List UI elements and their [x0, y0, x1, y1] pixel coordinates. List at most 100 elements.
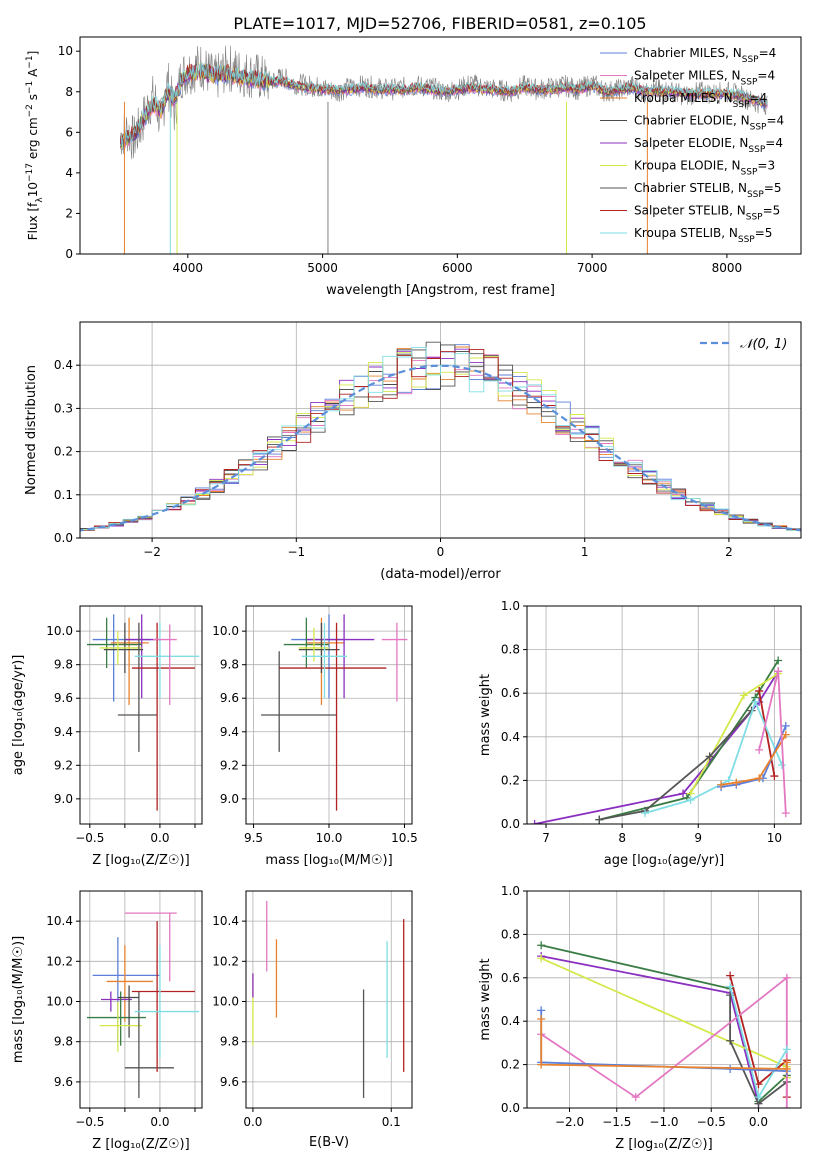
x-tick-label: −0.5: [75, 1115, 104, 1129]
weight-point-marker: [537, 1006, 546, 1015]
legend-label-sub: SSP: [733, 100, 750, 110]
weight-series-line: [729, 995, 788, 1106]
x-tick-label: −1.0: [649, 1115, 678, 1129]
spectrum-panel: 4000 5000 6000 7000 8000 0 2 4 6 8 10 wavelength [A…: [25, 36, 802, 298]
y-axis-label-part: Flux [f: [26, 202, 40, 240]
legend-label-sub: SSP: [741, 168, 758, 178]
y-tick-label: 10.4: [46, 914, 73, 928]
y-axis-label-part: −17: [25, 163, 35, 182]
y-tick-label: 8: [65, 85, 73, 99]
x-tick-label: 10: [767, 831, 782, 845]
x-tick-label: 2: [725, 545, 733, 559]
y-axis-label: Flux [fλ10−17 erg cm−2 s−1 A−1]: [25, 51, 45, 241]
legend-label-sub: SSP: [747, 190, 764, 200]
legend-label: Chabrier ELODIE, NSSP=4: [634, 114, 784, 133]
mass-vs-ebv-panel: 0.0 0.1 9.6 9.8 10.0 10.2 10.4 E(B-V): [212, 890, 413, 1150]
y-axis-label-part: s: [26, 94, 40, 104]
age-vs-mass-plot-area: [246, 606, 412, 824]
y-tick-label: 9.6: [220, 691, 239, 705]
y-tick-label: 0.0: [501, 1101, 520, 1115]
y-tick-label: 1.0: [501, 884, 520, 898]
y-tick-label: 9.4: [220, 725, 239, 739]
legend-label-suffix: =4: [759, 46, 777, 60]
figure-title: PLATE=1017, MJD=52706, FIBERID=0581, z=0…: [233, 14, 646, 33]
y-axis-label-part: A: [26, 68, 40, 81]
x-tick-label: 0.0: [749, 1115, 768, 1129]
y-axis-label-part: −2: [25, 104, 35, 117]
weight-point-marker: [595, 815, 604, 824]
weight-point-marker: [705, 752, 714, 761]
legend-label-suffix: =4: [750, 91, 768, 105]
weight-point-marker: [774, 656, 783, 665]
x-axis-label: wavelength [Angstrom, rest frame]: [326, 283, 555, 298]
x-tick-label: 9.5: [244, 831, 263, 845]
y-tick-label: 9.8: [220, 1035, 239, 1049]
y-tick-label: 0.4: [54, 358, 73, 372]
legend-label-text: Chabrier MILES, N: [634, 46, 742, 60]
residual-histogram-panel: −2 −1 0 1 2 0.0 0.1 0.2 0.3 0.4 (data-model)/error…: [24, 321, 802, 582]
legend-label-text: Salpeter STELIB, N: [634, 204, 746, 218]
weight-point-marker: [755, 774, 764, 783]
age-vs-z-plot-area: [80, 606, 202, 824]
y-axis-label: age [log₁₀(age/yr)]: [11, 655, 26, 776]
legend-label-suffix: =5: [755, 226, 773, 240]
y-tick-label: 0.6: [501, 971, 520, 985]
y-axis-label-part: λ: [35, 197, 45, 203]
x-tick-label: −1: [287, 545, 305, 559]
weight-point-marker: [782, 1045, 791, 1054]
weight-point-marker: [726, 971, 735, 980]
y-tick-label: 10.0: [46, 624, 73, 638]
weight-point-marker: [755, 687, 764, 696]
legend-label-sub: SSP: [741, 78, 758, 88]
legend-label-text: Salpeter MILES, N: [634, 69, 741, 83]
y-tick-label: 10.2: [212, 954, 239, 968]
y-tick-label: 9.0: [54, 792, 73, 806]
y-tick-label: 9.8: [54, 1035, 73, 1049]
legend-label-suffix: =4: [757, 69, 775, 83]
y-tick-label: 9.8: [54, 658, 73, 672]
weight-point-marker: [754, 1093, 763, 1102]
weight-point-marker: [781, 721, 790, 730]
legend-label: Chabrier STELIB, NSSP=5: [634, 181, 782, 200]
weight-point-marker: [774, 667, 783, 676]
spectrum-frame: [79, 36, 802, 255]
y-tick-label: 9.4: [54, 725, 73, 739]
y-tick-label: 10.0: [212, 624, 239, 638]
legend-label: Kroupa ELODIE, NSSP=3: [634, 159, 775, 178]
y-tick-label: 0.1: [54, 488, 73, 502]
y-tick-label: 0.3: [54, 401, 73, 415]
y-tick-label: 0.8: [501, 643, 520, 657]
x-tick-label: 6000: [442, 261, 473, 275]
legend-label-text: Chabrier ELODIE, N: [634, 114, 750, 128]
y-axis-label: mass [log₁₀(M/M☉)]: [11, 936, 26, 1063]
mass-weight-vs-age-frame: [526, 605, 802, 825]
weight-series-line: [599, 709, 753, 821]
x-tick-label: 8: [618, 831, 626, 845]
x-tick-label: 0.0: [243, 1115, 262, 1129]
y-tick-label: 0.2: [501, 1058, 520, 1072]
weight-series-line: [541, 955, 760, 1104]
legend-label-suffix: =3: [757, 159, 775, 173]
mass-vs-z-panel: −0.5 0.0 9.6 9.8 10.0 10.2 10.4 Z [log₁₀(Z/Z☉)]…: [11, 890, 203, 1152]
x-tick-label: 7: [542, 831, 550, 845]
x-tick-label: 9: [694, 831, 702, 845]
x-axis-label: mass [log₁₀(M/M☉)]: [265, 853, 392, 868]
weight-point-marker: [726, 982, 735, 991]
weight-point-marker: [782, 973, 791, 982]
y-axis-label-part: erg cm: [26, 117, 40, 163]
y-tick-label: 0: [65, 247, 73, 261]
x-tick-label: −0.5: [697, 1115, 726, 1129]
weight-point-marker: [686, 796, 695, 805]
mass-vs-ebv-frame: [245, 890, 413, 1109]
weight-point-marker: [530, 820, 539, 824]
legend-label-text: Kroupa ELODIE, N: [634, 159, 741, 173]
y-tick-label: 0.4: [501, 1014, 520, 1028]
x-tick-label: 5000: [307, 261, 338, 275]
x-tick-label: 4000: [173, 261, 204, 275]
spectrum-plot-area: [120, 45, 768, 254]
weight-point-marker: [755, 745, 764, 754]
y-tick-label: 0.0: [501, 817, 520, 831]
age-vs-z-panel: −0.5 0.0 9.0 9.2 9.4 9.6 9.8 10.0 Z [log₁₀(Z/Z☉)…: [11, 605, 203, 868]
